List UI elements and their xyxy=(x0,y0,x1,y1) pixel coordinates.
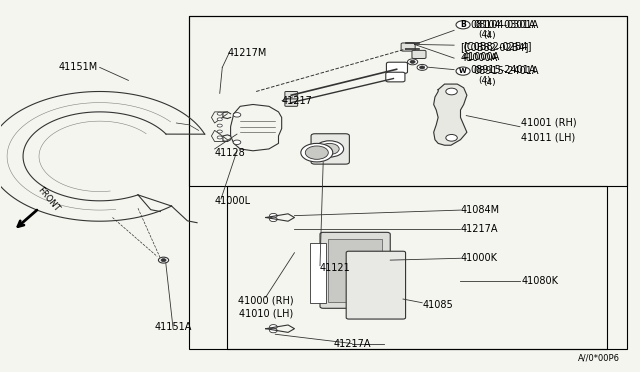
Circle shape xyxy=(161,259,166,262)
Text: 41000K: 41000K xyxy=(461,253,497,263)
Circle shape xyxy=(233,140,241,144)
Circle shape xyxy=(301,143,333,162)
Text: 41151A: 41151A xyxy=(154,322,192,332)
Text: 41217M: 41217M xyxy=(227,48,267,58)
Circle shape xyxy=(446,88,458,95)
FancyBboxPatch shape xyxy=(387,62,408,73)
Bar xyxy=(189,16,627,349)
FancyBboxPatch shape xyxy=(285,99,298,106)
Text: 41084M: 41084M xyxy=(461,205,500,215)
Text: [C0B82-02B4]: [C0B82-02B4] xyxy=(461,42,529,52)
Text: 41121: 41121 xyxy=(320,263,351,273)
Circle shape xyxy=(159,257,169,263)
Text: 08104-0301A: 08104-0301A xyxy=(473,20,538,30)
Text: 41000L: 41000L xyxy=(214,196,251,206)
Circle shape xyxy=(316,141,344,157)
Circle shape xyxy=(269,214,277,218)
Circle shape xyxy=(269,217,277,222)
Text: (4): (4) xyxy=(478,30,491,39)
FancyBboxPatch shape xyxy=(346,251,406,319)
Text: 41001 (RH): 41001 (RH) xyxy=(521,118,577,128)
Text: 41000A: 41000A xyxy=(461,53,498,63)
Text: 41128: 41128 xyxy=(214,148,245,158)
Circle shape xyxy=(269,328,277,333)
Circle shape xyxy=(456,67,470,75)
Text: 08915-2401A: 08915-2401A xyxy=(473,66,539,76)
FancyBboxPatch shape xyxy=(311,134,349,164)
Text: 08104-0301A: 08104-0301A xyxy=(470,20,536,30)
Text: (4): (4) xyxy=(483,78,495,87)
Circle shape xyxy=(217,118,222,121)
Text: 41217A: 41217A xyxy=(461,224,498,234)
Circle shape xyxy=(410,60,415,63)
Text: 41217: 41217 xyxy=(282,96,312,106)
Circle shape xyxy=(217,112,222,115)
Circle shape xyxy=(217,136,222,139)
Circle shape xyxy=(417,64,428,70)
Bar xyxy=(328,239,382,302)
Circle shape xyxy=(456,21,470,29)
Text: 41151M: 41151M xyxy=(58,62,97,73)
Polygon shape xyxy=(434,84,467,145)
Circle shape xyxy=(320,143,339,154)
Text: 41011 (LH): 41011 (LH) xyxy=(521,133,575,143)
Text: 41217A: 41217A xyxy=(333,339,371,349)
Text: 41085: 41085 xyxy=(422,299,453,310)
Text: 41000A: 41000A xyxy=(463,52,500,62)
Text: FRONT: FRONT xyxy=(36,185,61,213)
Text: [C0B82-02B4]: [C0B82-02B4] xyxy=(463,41,532,51)
Text: 41080K: 41080K xyxy=(521,276,558,285)
Text: B: B xyxy=(460,20,466,29)
FancyBboxPatch shape xyxy=(320,232,390,308)
Text: W: W xyxy=(459,68,467,74)
Bar xyxy=(310,243,326,303)
Bar xyxy=(189,16,627,186)
Circle shape xyxy=(217,124,222,127)
Circle shape xyxy=(217,130,222,133)
Bar xyxy=(227,186,607,349)
FancyBboxPatch shape xyxy=(285,92,298,100)
Text: 41010 (LH): 41010 (LH) xyxy=(239,309,293,319)
Text: 41000 (RH): 41000 (RH) xyxy=(238,296,294,306)
Circle shape xyxy=(420,66,425,69)
FancyBboxPatch shape xyxy=(401,43,415,51)
Text: (4): (4) xyxy=(478,76,491,84)
Circle shape xyxy=(446,135,458,141)
Circle shape xyxy=(269,325,277,329)
FancyBboxPatch shape xyxy=(412,50,426,58)
Circle shape xyxy=(305,146,328,159)
Circle shape xyxy=(408,59,418,65)
Text: (4): (4) xyxy=(483,31,495,41)
FancyBboxPatch shape xyxy=(386,72,405,82)
Text: 08915-2401A: 08915-2401A xyxy=(470,65,536,75)
Circle shape xyxy=(233,113,241,117)
Text: A//0*00P6: A//0*00P6 xyxy=(578,353,620,362)
